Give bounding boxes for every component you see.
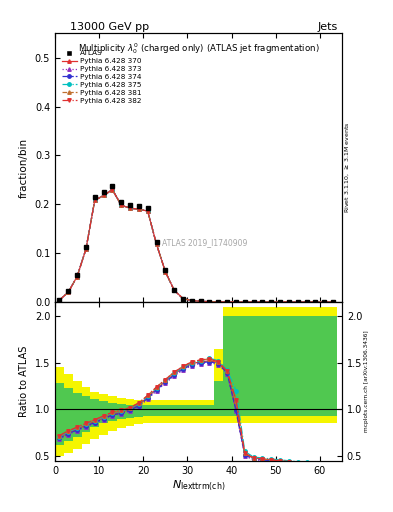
ATLAS — [66, 288, 71, 294]
ATLAS — [313, 299, 318, 305]
ATLAS — [278, 299, 283, 305]
Y-axis label: mcplots.cern.ch [arXiv:1306.3436]: mcplots.cern.ch [arXiv:1306.3436] — [364, 331, 369, 432]
ATLAS — [119, 199, 123, 205]
ATLAS — [216, 299, 221, 305]
ATLAS — [154, 239, 159, 245]
Text: ATLAS 2019_I1740909: ATLAS 2019_I1740909 — [162, 239, 247, 247]
ATLAS — [75, 271, 79, 278]
ATLAS — [181, 295, 185, 302]
ATLAS — [225, 299, 230, 305]
ATLAS — [128, 202, 132, 208]
Text: 13000 GeV pp: 13000 GeV pp — [70, 22, 150, 32]
ATLAS — [260, 299, 265, 305]
ATLAS — [163, 267, 168, 273]
Legend: ATLAS, Pythia 6.428 370, Pythia 6.428 373, Pythia 6.428 374, Pythia 6.428 375, P: ATLAS, Pythia 6.428 370, Pythia 6.428 37… — [61, 50, 142, 103]
ATLAS — [92, 194, 97, 200]
Y-axis label: fraction/bin: fraction/bin — [19, 138, 29, 198]
ATLAS — [189, 297, 194, 304]
ATLAS — [145, 205, 150, 211]
Y-axis label: Rivet 3.1.10, $\geq$ 3.1M events: Rivet 3.1.10, $\geq$ 3.1M events — [343, 122, 351, 214]
ATLAS — [207, 298, 212, 305]
ATLAS — [84, 244, 88, 250]
ATLAS — [101, 189, 106, 195]
X-axis label: $N_{\mathrm{lexttrm{(ch)}}}$: $N_{\mathrm{lexttrm{(ch)}}}$ — [172, 478, 225, 493]
ATLAS — [269, 299, 274, 305]
ATLAS — [198, 298, 203, 304]
ATLAS — [304, 299, 309, 305]
Text: Jets: Jets — [318, 22, 338, 32]
ATLAS — [233, 299, 238, 305]
Y-axis label: Ratio to ATLAS: Ratio to ATLAS — [19, 346, 29, 417]
ATLAS — [322, 299, 327, 305]
ATLAS — [136, 203, 141, 209]
ATLAS — [110, 183, 115, 189]
ATLAS — [251, 299, 256, 305]
ATLAS — [286, 299, 291, 305]
ATLAS — [242, 299, 247, 305]
ATLAS — [331, 299, 336, 305]
ATLAS — [296, 299, 300, 305]
Line: ATLAS: ATLAS — [57, 183, 336, 305]
ATLAS — [57, 297, 62, 303]
Text: Multiplicity $\lambda_0^0$ (charged only) (ATLAS jet fragmentation): Multiplicity $\lambda_0^0$ (charged only… — [78, 41, 319, 56]
ATLAS — [172, 287, 176, 293]
